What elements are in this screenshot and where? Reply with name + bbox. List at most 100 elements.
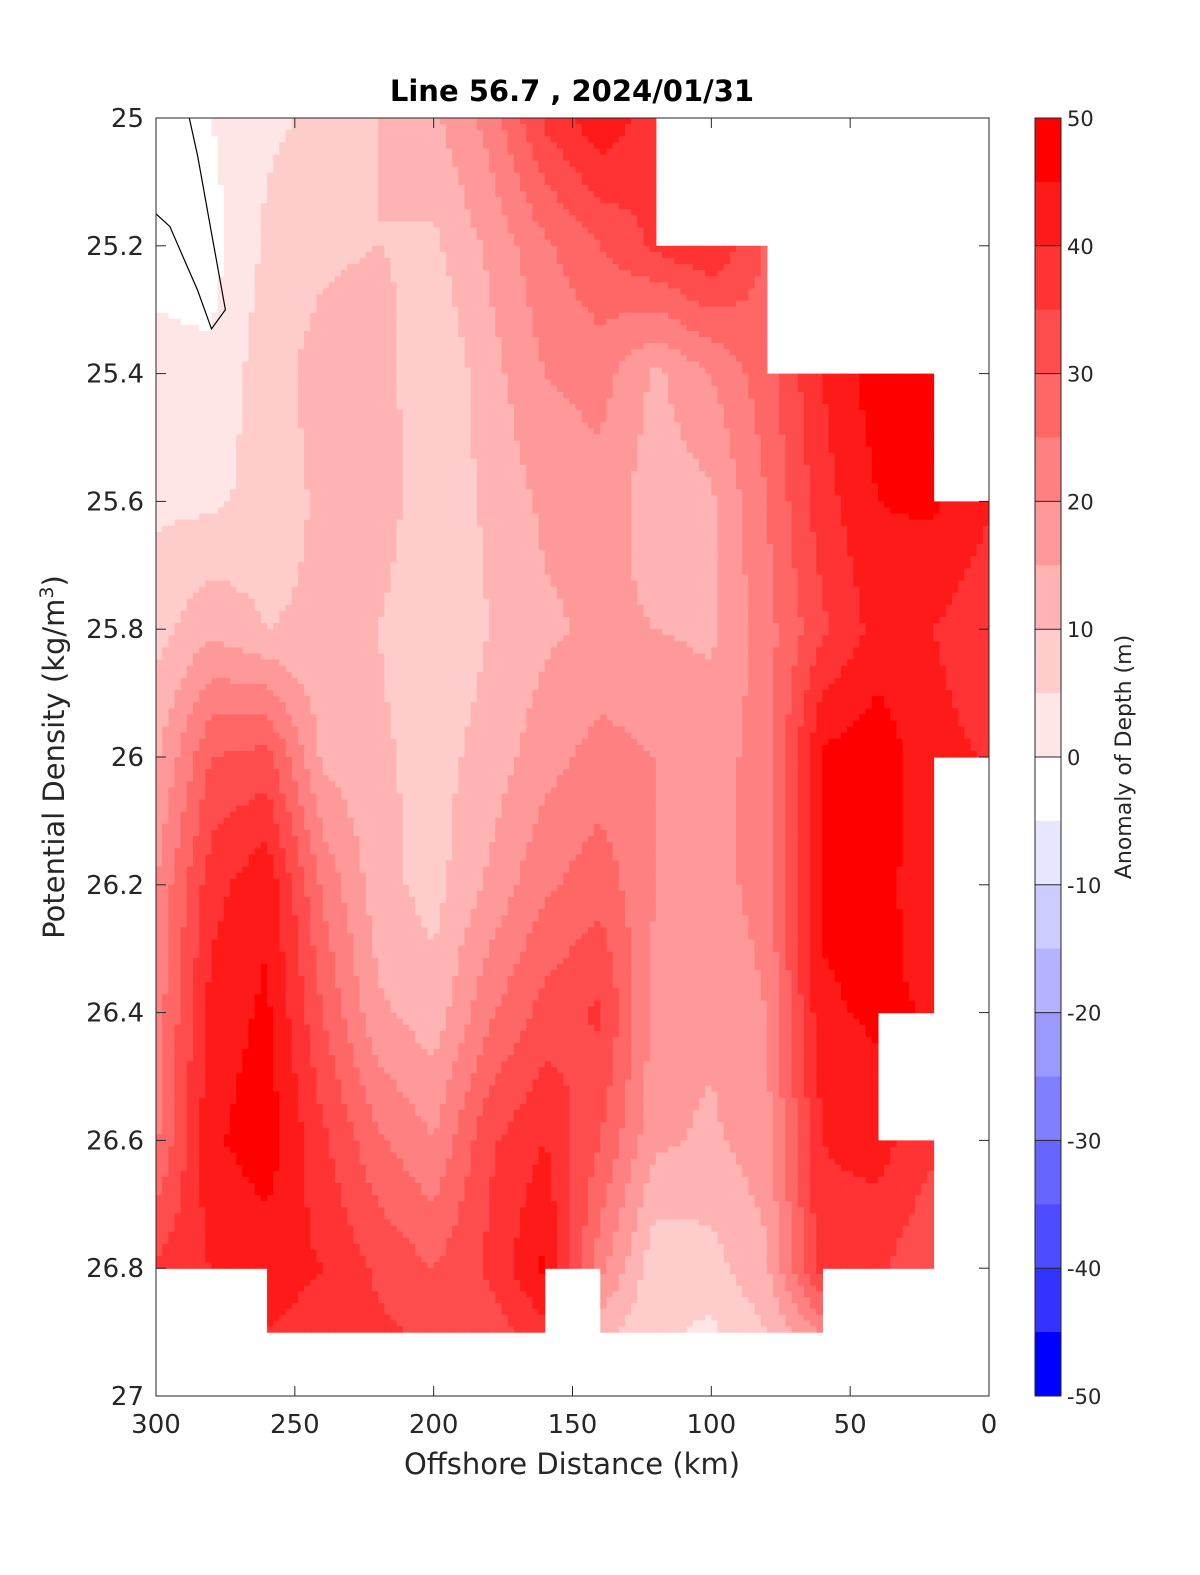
heatmap-cell xyxy=(736,276,743,283)
heatmap-cell xyxy=(594,294,601,302)
heatmap-cell xyxy=(254,233,262,241)
heatmap-cell xyxy=(476,343,484,350)
heatmap-cell xyxy=(390,160,398,168)
heatmap-cell xyxy=(341,391,348,399)
heatmap-cell xyxy=(668,276,675,283)
heatmap-cell xyxy=(439,306,447,314)
heatmap-cell xyxy=(186,142,194,150)
heatmap-cell xyxy=(359,197,367,204)
heatmap-cell xyxy=(390,209,398,216)
heatmap-cell xyxy=(415,318,422,326)
heatmap-cell xyxy=(408,331,416,338)
heatmap-cell xyxy=(180,178,188,186)
heatmap-cell xyxy=(353,312,361,320)
heatmap-cell xyxy=(581,257,589,265)
heatmap-cell xyxy=(520,264,527,271)
heatmap-cell xyxy=(526,270,533,277)
heatmap-cell xyxy=(439,172,447,180)
heatmap-cell xyxy=(649,124,657,131)
heatmap-cell xyxy=(230,300,237,308)
heatmap-cell xyxy=(674,276,682,283)
heatmap-cell xyxy=(156,166,163,174)
heatmap-cell xyxy=(310,191,318,198)
heatmap-cell xyxy=(668,282,675,289)
heatmap-cell xyxy=(612,124,620,131)
heatmap-cell xyxy=(316,203,324,210)
heatmap-cell xyxy=(649,215,657,223)
heatmap-cell xyxy=(446,410,453,417)
heatmap-cell xyxy=(415,331,422,338)
heatmap-cell xyxy=(538,124,546,131)
heatmap-cell xyxy=(427,288,435,296)
heatmap-cell xyxy=(742,306,749,314)
heatmap-cell xyxy=(316,397,324,405)
heatmap-cell xyxy=(483,154,490,162)
heatmap-cell xyxy=(421,458,429,466)
heatmap-cell xyxy=(285,160,293,168)
heatmap-cell xyxy=(464,276,472,283)
heatmap-cell xyxy=(359,142,367,150)
heatmap-cell xyxy=(211,166,219,174)
heatmap-cell xyxy=(661,312,669,320)
heatmap-cell xyxy=(612,300,620,308)
heatmap-cell xyxy=(489,276,496,283)
heatmap-cell xyxy=(291,288,299,296)
heatmap-cell xyxy=(223,318,231,326)
heatmap-cell xyxy=(415,343,422,350)
heatmap-cell xyxy=(427,178,435,186)
heatmap-cell xyxy=(655,276,663,283)
heatmap-cell xyxy=(501,318,509,326)
heatmap-cell xyxy=(452,197,459,204)
heatmap-cell xyxy=(624,209,632,216)
heatmap-cell xyxy=(248,191,256,198)
heatmap-cell xyxy=(334,397,342,405)
heatmap-cell xyxy=(230,422,237,429)
heatmap-cell xyxy=(557,221,564,229)
heatmap-cell xyxy=(211,452,219,460)
heatmap-cell xyxy=(384,154,392,162)
heatmap-cell xyxy=(489,355,496,363)
heatmap-cell xyxy=(501,209,509,216)
heatmap-cell xyxy=(618,257,626,265)
heatmap-cell xyxy=(371,464,379,472)
heatmap-cell xyxy=(334,166,342,174)
heatmap-cell xyxy=(260,483,268,490)
heatmap-cell xyxy=(513,197,521,204)
heatmap-cell xyxy=(575,245,583,253)
heatmap-cell xyxy=(489,160,496,168)
heatmap-cell xyxy=(230,227,237,235)
heatmap-cell xyxy=(742,324,749,332)
heatmap-cell xyxy=(193,276,200,283)
heatmap-cell xyxy=(661,270,669,277)
heatmap-cell xyxy=(156,209,163,216)
heatmap-cell xyxy=(359,233,367,241)
heatmap-cell xyxy=(415,379,422,387)
heatmap-cell xyxy=(236,251,243,259)
heatmap-cell xyxy=(415,391,422,399)
heatmap-cell xyxy=(489,154,496,162)
heatmap-cell xyxy=(242,239,250,247)
heatmap-cell xyxy=(384,251,392,259)
heatmap-cell xyxy=(316,245,324,253)
heatmap-cell xyxy=(575,324,583,332)
heatmap-cell xyxy=(279,160,287,168)
heatmap-cell xyxy=(186,197,194,204)
heatmap-cell xyxy=(692,257,700,265)
heatmap-cell xyxy=(205,470,213,478)
heatmap-cell xyxy=(495,264,503,271)
heatmap-cell xyxy=(279,410,287,417)
heatmap-cell xyxy=(347,264,355,271)
heatmap-cell xyxy=(402,422,410,429)
heatmap-cell xyxy=(242,489,250,496)
heatmap-cell xyxy=(180,239,188,247)
heatmap-cell xyxy=(637,142,645,150)
heatmap-cell xyxy=(563,148,571,156)
heatmap-cell xyxy=(489,197,496,204)
heatmap-cell xyxy=(310,464,318,472)
heatmap-cell xyxy=(483,477,490,484)
heatmap-cell xyxy=(402,495,410,502)
heatmap-cell xyxy=(495,294,503,302)
heatmap-cell xyxy=(353,227,361,235)
heatmap-cell xyxy=(359,203,367,210)
heatmap-cell xyxy=(365,178,373,186)
